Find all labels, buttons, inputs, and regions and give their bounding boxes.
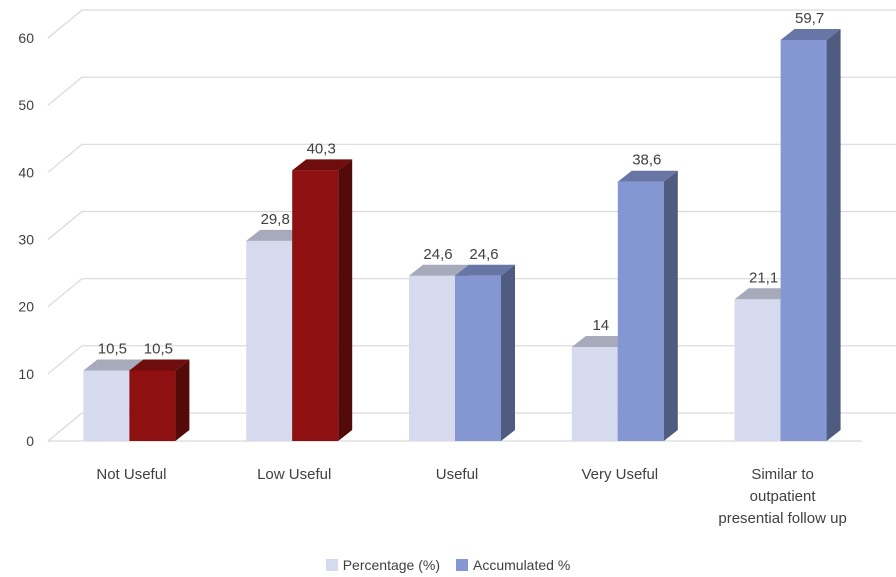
bar-accumulated-front	[129, 370, 176, 441]
bar-percentage-data-label: 24,6	[423, 246, 452, 263]
bar-accumulated-data-label: 10,5	[144, 340, 173, 357]
bar-accumulated-front	[617, 181, 664, 441]
bar-percentage-front	[571, 346, 618, 441]
x-tick-label: presential follow up	[718, 510, 846, 527]
bar-percentage-top	[409, 264, 469, 276]
legend-label-accumulated: Accumulated %	[473, 557, 571, 573]
x-tick-label: outpatient	[750, 488, 817, 505]
bar-percentage-top	[734, 288, 795, 300]
x-tick-label: Useful	[436, 466, 479, 483]
bar-accumulated-side	[175, 359, 190, 441]
bar-percentage-front	[246, 240, 293, 441]
legend-item-accumulated: Accumulated %	[456, 557, 570, 573]
bar-accumulated-side	[826, 29, 841, 441]
bar-accumulated-top	[780, 29, 841, 41]
bar-accumulated-top	[129, 359, 190, 371]
gridline-slant	[47, 412, 83, 442]
bar-percentage-top	[83, 359, 144, 371]
y-tick-label: 40	[18, 164, 34, 180]
bar-percentage-data-label: 10,5	[98, 340, 127, 357]
y-tick-label: 30	[18, 232, 34, 248]
y-tick-label: 50	[18, 97, 34, 113]
legend-item-percentage: Percentage (%)	[325, 557, 440, 573]
x-tick-label: Very Useful	[581, 466, 658, 483]
gridline-slant	[47, 345, 83, 375]
bar-accumulated-side	[501, 264, 515, 441]
bar-accumulated-top	[617, 170, 678, 182]
bar-accumulated-data-label: 38,6	[632, 152, 661, 169]
y-tick-label: 60	[18, 30, 34, 46]
gridline-slant	[47, 9, 83, 39]
legend-swatch-percentage	[325, 559, 338, 571]
chart-legend: Percentage (%) Accumulated %	[0, 556, 896, 574]
bar-accumulated-data-label: 40,3	[307, 140, 336, 157]
bar-accumulated-front	[455, 275, 501, 441]
gridline-slant	[47, 76, 83, 106]
bar-accumulated-data-label: 59,7	[795, 10, 824, 27]
bar-percentage-data-label: 29,8	[261, 211, 290, 228]
bar-accumulated-front	[780, 40, 827, 441]
gridline-slant	[47, 143, 83, 173]
legend-swatch-accumulated	[456, 559, 468, 571]
y-tick-label: 20	[18, 299, 34, 315]
bar-percentage-top	[246, 229, 307, 241]
bar-percentage-front	[409, 275, 455, 441]
gridline-slant	[47, 278, 83, 308]
gridline-slant	[47, 211, 83, 240]
bar-percentage-data-label: 14	[592, 317, 609, 334]
y-tick-label: 0	[26, 433, 34, 449]
x-tick-label: Similar to	[751, 466, 814, 483]
bar-percentage-front	[83, 370, 130, 441]
bar-accumulated-side	[338, 159, 353, 441]
x-tick-label: Not Useful	[96, 466, 166, 483]
bar-percentage-front	[734, 299, 781, 441]
bar-accumulated-top	[455, 264, 515, 276]
legend-label-percentage: Percentage (%)	[342, 557, 440, 573]
bar-accumulated-side	[663, 170, 678, 441]
y-tick-label: 10	[18, 366, 34, 382]
bar-percentage-data-label: 21,1	[749, 269, 778, 286]
bar-accumulated-front	[292, 170, 339, 441]
x-tick-label: Low Useful	[257, 466, 331, 483]
bar-accumulated-top	[292, 159, 353, 171]
bar-accumulated-data-label: 24,6	[469, 246, 498, 263]
bar-percentage-top	[571, 335, 632, 347]
